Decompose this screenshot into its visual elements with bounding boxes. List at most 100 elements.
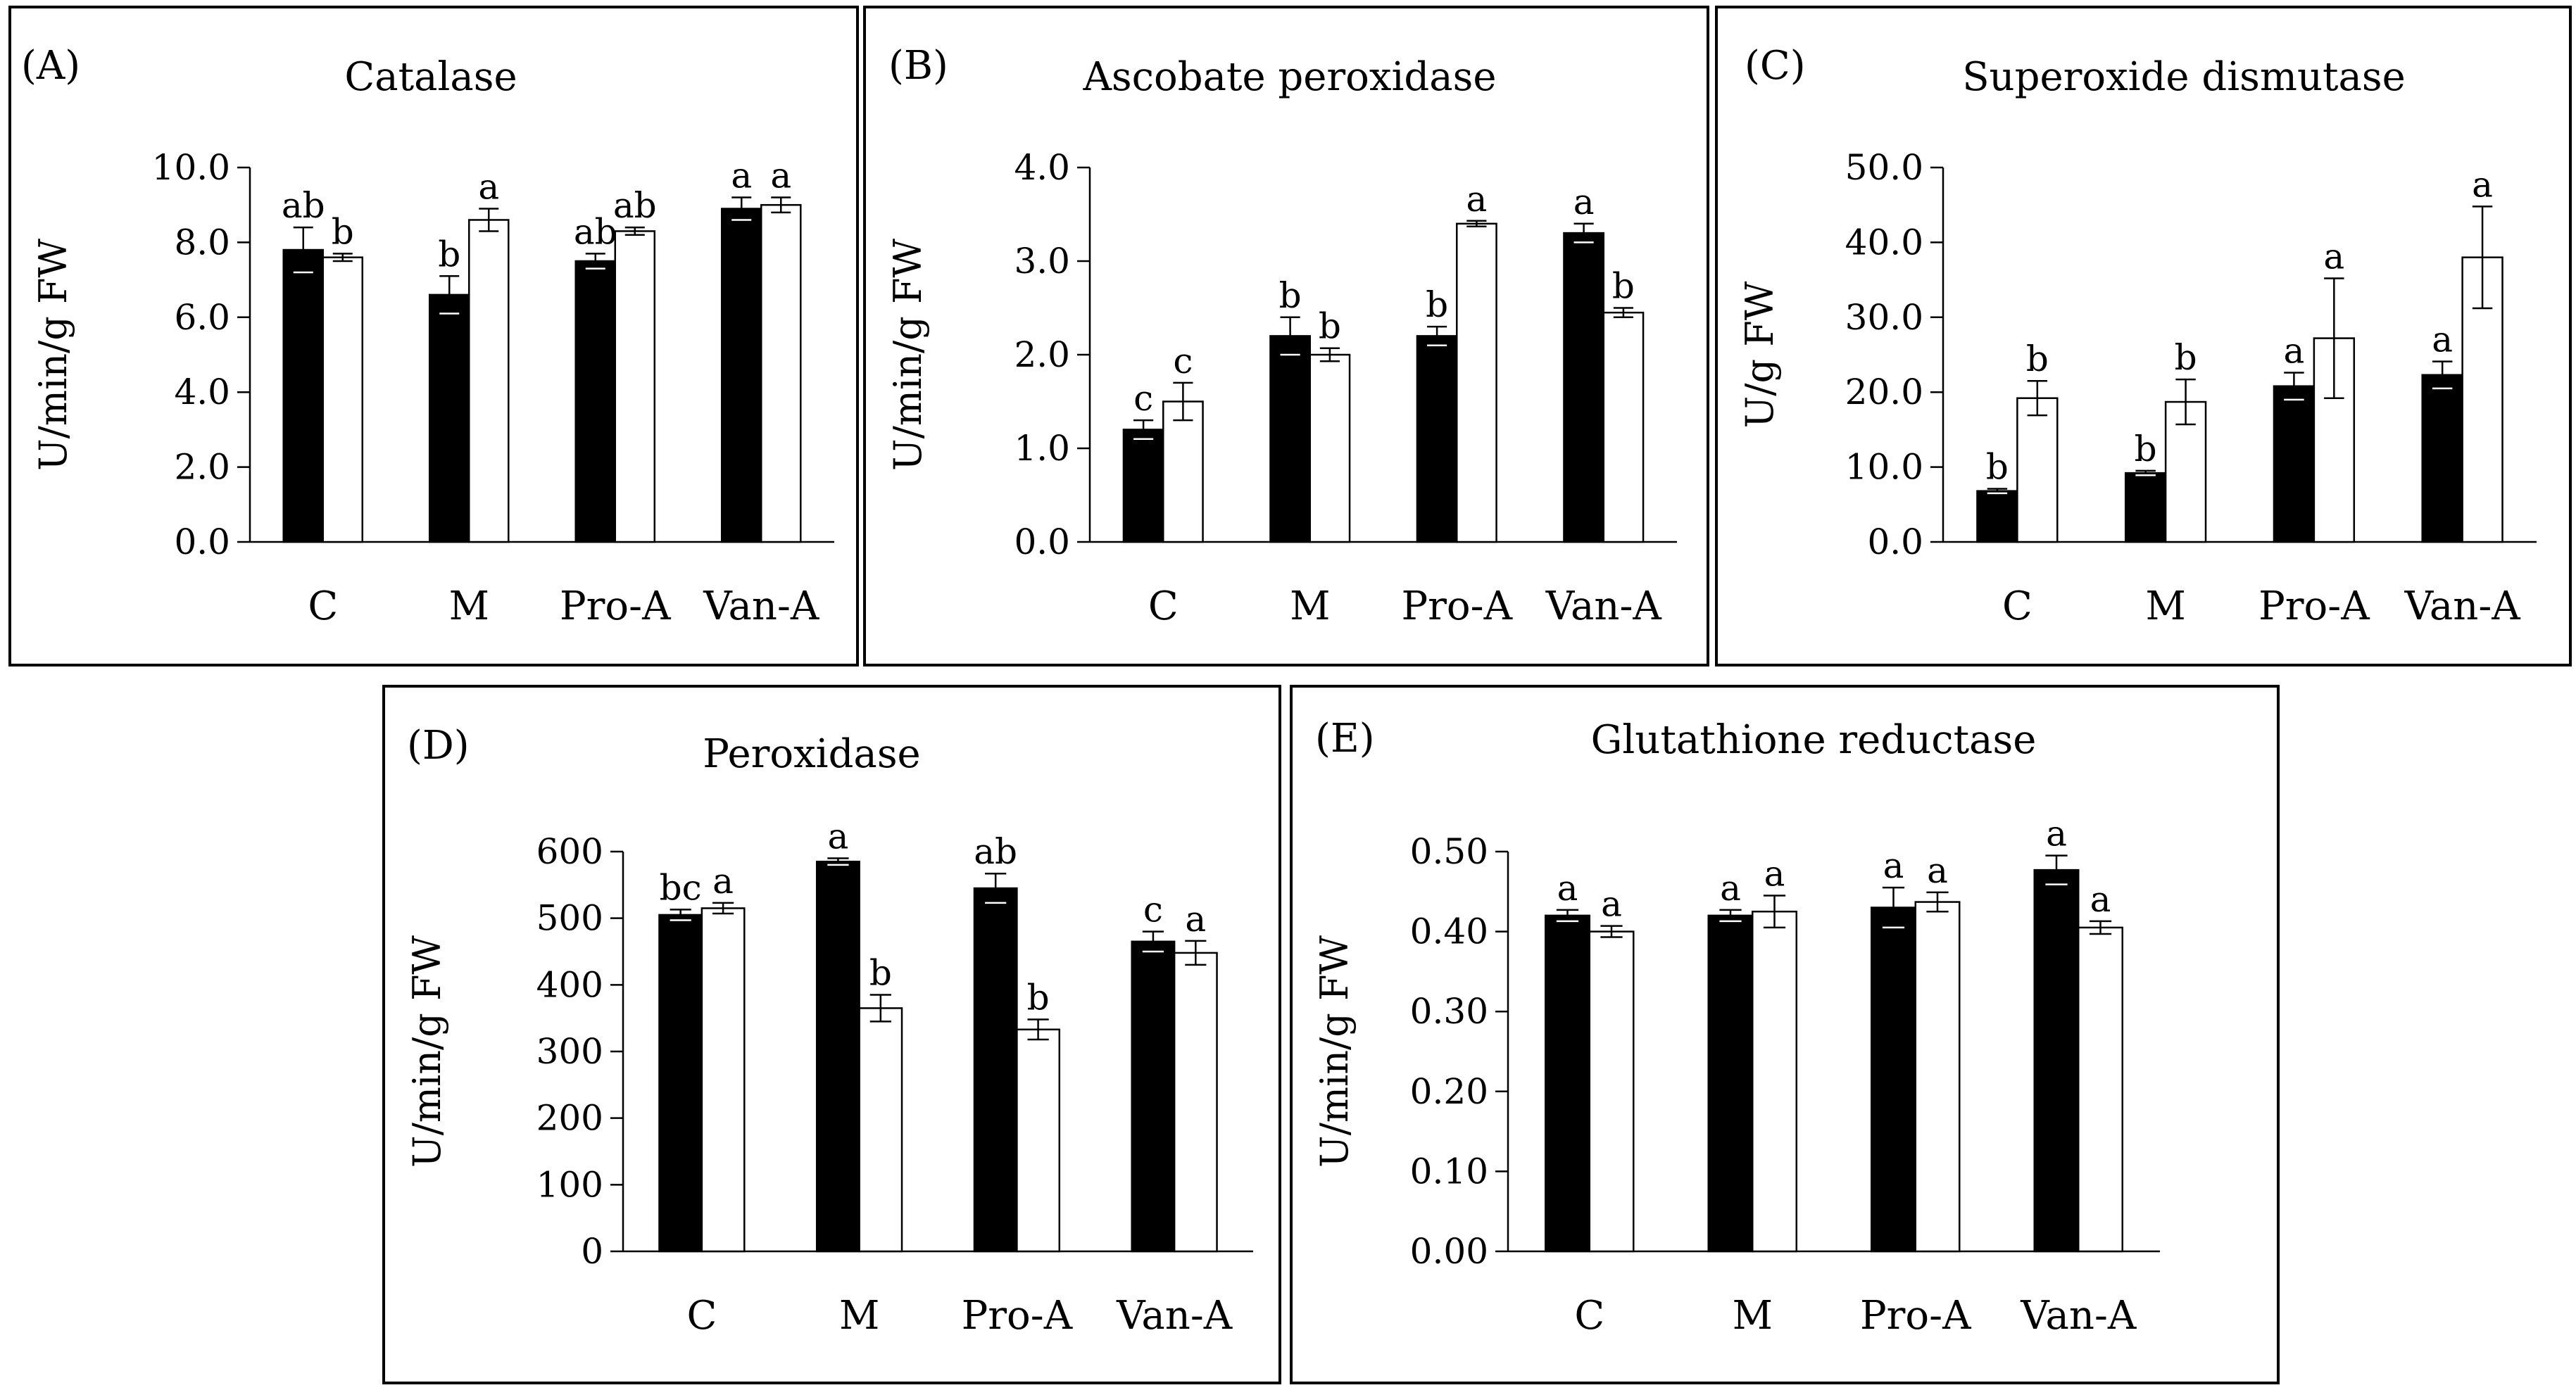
y-tick-label: 400 bbox=[536, 964, 603, 1005]
y-axis-label: U/g FW bbox=[1738, 281, 1782, 428]
panel-frame bbox=[863, 6, 1709, 666]
bar bbox=[1914, 901, 1961, 1253]
significance-letter: a bbox=[731, 156, 752, 196]
bar bbox=[858, 1007, 903, 1253]
panel-label: (D) bbox=[407, 723, 470, 769]
significance-letter: a bbox=[2284, 331, 2305, 372]
bar bbox=[658, 914, 703, 1253]
x-tick-label: Pro-A bbox=[1860, 1293, 1971, 1339]
bar bbox=[1456, 222, 1497, 543]
bar bbox=[720, 208, 762, 543]
bar bbox=[2016, 397, 2059, 543]
y-tick-label: 300 bbox=[536, 1031, 603, 1072]
y-tick-label: 0.50 bbox=[1410, 831, 1488, 872]
bar bbox=[973, 887, 1018, 1253]
panel-d: (D) Peroxidase 0 100 200 300 400 500 600 U/min/g … bbox=[382, 685, 1281, 1384]
y-tick-label: 0.0 bbox=[174, 522, 230, 562]
bar bbox=[2078, 926, 2124, 1253]
bar bbox=[1162, 400, 1204, 543]
y-tick-label: 10.0 bbox=[1845, 447, 1923, 488]
y-tick-label: 4.0 bbox=[1014, 147, 1070, 188]
chart-title: Catalase bbox=[344, 54, 517, 100]
significance-letter: b bbox=[2135, 429, 2157, 469]
significance-letter: bc bbox=[660, 867, 702, 908]
x-tick-label: Pro-A bbox=[962, 1293, 1073, 1339]
bar bbox=[2124, 472, 2167, 543]
bar bbox=[2033, 868, 2080, 1253]
significance-letter: ab bbox=[282, 185, 325, 226]
y-tick-label: 40.0 bbox=[1845, 222, 1923, 263]
significance-letter: a bbox=[2472, 164, 2493, 205]
y-tick-label: 0.20 bbox=[1410, 1071, 1488, 1112]
significance-letter: a bbox=[1764, 853, 1785, 894]
bar bbox=[2421, 374, 2463, 543]
significance-letter: c bbox=[1133, 378, 1153, 419]
y-tick-label: 600 bbox=[536, 831, 603, 872]
y-axis-label: U/min/g FW bbox=[886, 239, 930, 471]
significance-letter: b bbox=[1986, 446, 2009, 487]
bar bbox=[322, 256, 364, 543]
y-tick-label: 2.0 bbox=[1014, 334, 1070, 375]
significance-letter: b bbox=[1612, 266, 1635, 307]
y-tick-label: 8.0 bbox=[174, 222, 230, 263]
x-tick-label: C bbox=[2002, 583, 2032, 629]
y-tick-label: 100 bbox=[536, 1164, 603, 1205]
significance-letter: a bbox=[1927, 850, 1948, 891]
bar bbox=[815, 860, 860, 1253]
x-tick-label: Van-A bbox=[703, 583, 819, 629]
significance-letter: c bbox=[1143, 890, 1163, 930]
bar bbox=[614, 230, 656, 543]
y-tick-label: 0.40 bbox=[1410, 911, 1488, 952]
significance-letter: a bbox=[2090, 879, 2111, 920]
y-axis-label: U/min/g FW bbox=[405, 935, 449, 1168]
y-tick-label: 500 bbox=[536, 898, 603, 939]
bar bbox=[468, 219, 510, 543]
significance-letter: b bbox=[2026, 339, 2049, 379]
bar bbox=[1976, 490, 2018, 543]
y-tick-label: 2.0 bbox=[174, 447, 230, 488]
y-tick-label: 0.30 bbox=[1410, 991, 1488, 1032]
significance-letter: c bbox=[1173, 341, 1193, 381]
bar bbox=[700, 907, 746, 1253]
panel-label: (A) bbox=[21, 43, 80, 89]
significance-letter: a bbox=[1557, 868, 1578, 909]
chart-title: Peroxidase bbox=[703, 731, 920, 777]
bar bbox=[1269, 335, 1311, 543]
x-tick-label: Van-A bbox=[2404, 583, 2521, 629]
x-tick-label: C bbox=[308, 583, 338, 629]
significance-letter: a bbox=[1720, 868, 1741, 909]
panel-e: (E) Glutathione reductase 0.00 0.10 0.20 0.30… bbox=[1290, 685, 2280, 1384]
y-tick-label: 200 bbox=[536, 1098, 603, 1139]
x-tick-label: Van-A bbox=[1545, 583, 1662, 629]
x-tick-label: Van-A bbox=[2020, 1293, 2137, 1339]
x-tick-label: C bbox=[686, 1293, 717, 1339]
y-axis-label: U/min/g FW bbox=[1312, 935, 1357, 1168]
panel-frame bbox=[382, 685, 1281, 1384]
significance-letter: a bbox=[2432, 320, 2453, 360]
x-tick-label: M bbox=[449, 583, 489, 629]
bar bbox=[428, 293, 470, 543]
significance-letter: a bbox=[1601, 884, 1622, 925]
y-tick-label: 0.0 bbox=[1867, 522, 1923, 562]
y-tick-label: 0.00 bbox=[1410, 1231, 1488, 1272]
x-tick-label: Van-A bbox=[1116, 1293, 1233, 1339]
significance-letter: a bbox=[1883, 845, 1904, 886]
bar bbox=[1016, 1028, 1061, 1253]
panel-c: (C) Superoxide dismutase 0.0 10.0 20.0 30.0 40… bbox=[1715, 6, 2572, 666]
significance-letter: b bbox=[869, 953, 892, 994]
significance-letter: b bbox=[1027, 978, 1050, 1018]
bar bbox=[282, 248, 325, 543]
panel-a: (A) Catalase 0.0 2.0 4.0 6.0 8.0 10.0 U/min/g FW… bbox=[8, 6, 859, 666]
bar bbox=[1416, 335, 1458, 543]
y-tick-label: 3.0 bbox=[1014, 241, 1070, 282]
significance-letter: b bbox=[1279, 275, 1302, 316]
panel-label: (B) bbox=[888, 43, 948, 89]
significance-letter: a bbox=[478, 167, 499, 208]
significance-letter: ab bbox=[613, 185, 657, 226]
chart-title: Glutathione reductase bbox=[1591, 717, 2037, 763]
x-tick-label: C bbox=[1574, 1293, 1604, 1339]
bar bbox=[1602, 311, 1645, 543]
significance-letter: ab bbox=[974, 831, 1017, 872]
panel-b: (B) Ascobate peroxidase 0.0 1.0 2.0 3.0 4.0 U/m… bbox=[863, 6, 1709, 666]
